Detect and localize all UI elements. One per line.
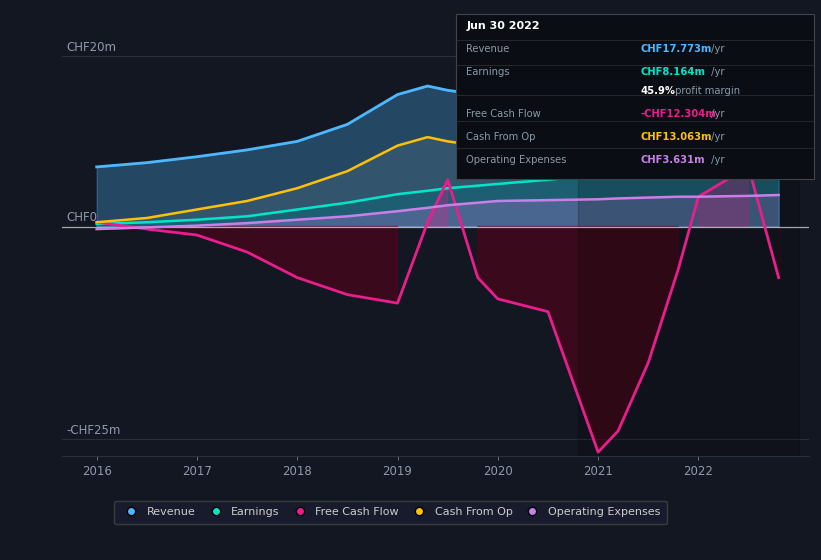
Text: CHF17.773m: CHF17.773m: [640, 44, 712, 54]
Text: /yr: /yr: [708, 132, 724, 142]
Text: profit margin: profit margin: [672, 86, 740, 96]
Text: Free Cash Flow: Free Cash Flow: [466, 109, 541, 119]
Legend: Revenue, Earnings, Free Cash Flow, Cash From Op, Operating Expenses: Revenue, Earnings, Free Cash Flow, Cash …: [113, 501, 667, 524]
Text: -CHF12.304m: -CHF12.304m: [640, 109, 716, 119]
Text: CHF8.164m: CHF8.164m: [640, 67, 705, 77]
Text: Jun 30 2022: Jun 30 2022: [466, 21, 540, 31]
Text: CHF0: CHF0: [67, 211, 98, 224]
Text: /yr: /yr: [708, 67, 724, 77]
Text: 45.9%: 45.9%: [640, 86, 676, 96]
Text: -CHF25m: -CHF25m: [67, 424, 121, 437]
Text: Operating Expenses: Operating Expenses: [466, 155, 566, 165]
Text: /yr: /yr: [708, 109, 724, 119]
Text: Earnings: Earnings: [466, 67, 510, 77]
Text: /yr: /yr: [708, 155, 724, 165]
Text: CHF13.063m: CHF13.063m: [640, 132, 712, 142]
Bar: [578, 39, 799, 456]
Text: Revenue: Revenue: [466, 44, 510, 54]
Text: CHF20m: CHF20m: [67, 41, 117, 54]
Text: CHF3.631m: CHF3.631m: [640, 155, 705, 165]
Text: Cash From Op: Cash From Op: [466, 132, 536, 142]
Text: /yr: /yr: [708, 44, 724, 54]
